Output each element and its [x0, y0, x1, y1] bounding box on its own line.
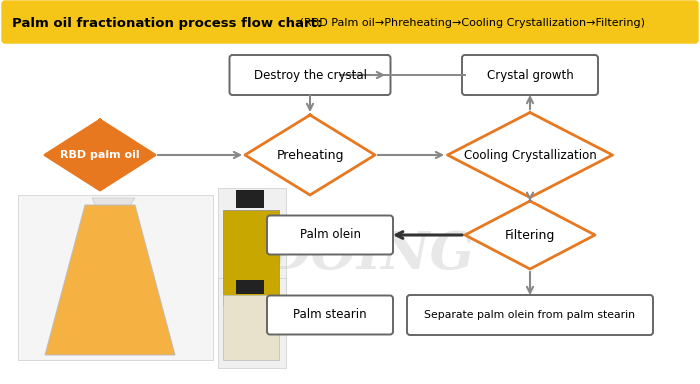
FancyBboxPatch shape [267, 296, 393, 334]
FancyBboxPatch shape [407, 295, 653, 335]
Text: Filtering: Filtering [505, 228, 555, 242]
Text: Palm oil fractionation process flow chart:: Palm oil fractionation process flow char… [12, 17, 322, 30]
FancyBboxPatch shape [267, 215, 393, 255]
Polygon shape [447, 113, 612, 197]
Text: Cooling Crystallization: Cooling Crystallization [463, 149, 596, 162]
FancyBboxPatch shape [236, 190, 264, 208]
FancyBboxPatch shape [223, 295, 279, 360]
Polygon shape [45, 205, 175, 355]
Text: RBD palm oil: RBD palm oil [60, 150, 140, 160]
Polygon shape [45, 120, 155, 190]
FancyBboxPatch shape [218, 188, 286, 318]
FancyBboxPatch shape [230, 55, 391, 95]
Polygon shape [92, 198, 135, 205]
FancyBboxPatch shape [236, 280, 264, 294]
Text: Palm stearin: Palm stearin [293, 308, 367, 321]
Text: Crystal growth: Crystal growth [486, 68, 573, 81]
Polygon shape [465, 201, 595, 269]
FancyBboxPatch shape [2, 1, 698, 43]
Text: Preheating: Preheating [276, 149, 344, 162]
Text: Destroy the crystal: Destroy the crystal [253, 68, 367, 81]
FancyBboxPatch shape [218, 278, 286, 368]
Text: Separate palm olein from palm stearin: Separate palm olein from palm stearin [424, 310, 636, 320]
FancyBboxPatch shape [462, 55, 598, 95]
FancyBboxPatch shape [223, 210, 279, 305]
Text: (RBD Palm oil→Phreheating→Cooling Crystallization→Filtering): (RBD Palm oil→Phreheating→Cooling Crysta… [296, 18, 645, 28]
Polygon shape [245, 115, 375, 195]
FancyBboxPatch shape [18, 195, 213, 360]
Text: Palm olein: Palm olein [300, 228, 360, 242]
Text: DOING: DOING [265, 230, 475, 280]
